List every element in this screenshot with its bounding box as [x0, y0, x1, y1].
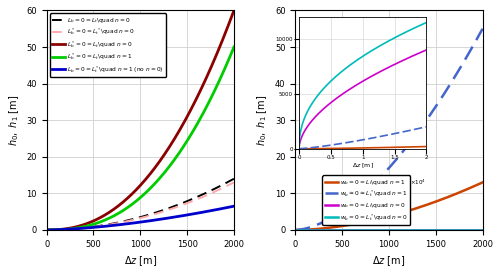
- Legend: $L_b=0=L_t$\quad $n=0$, $L_b^*=0=L_t^*$\quad $n=0$, $L_b^*=0=L_t$\quad $n=0$, $L: $L_b=0=L_t$\quad $n=0$, $L_b^*=0=L_t^*$\…: [50, 13, 166, 77]
- Y-axis label: $h_{0},\ h_{1}$ [m]: $h_{0},\ h_{1}$ [m]: [7, 95, 21, 146]
- Y-axis label: $h_{0},\ h_{1}$ [m]: $h_{0},\ h_{1}$ [m]: [256, 95, 270, 146]
- X-axis label: $\Delta z$ [m]: $\Delta z$ [m]: [372, 254, 406, 268]
- Legend: $w_b=0=L_t$\quad $n=1$, $w_b\approx0\approx L_t^*$\quad $n=1$, $w_b=0=L_t$\quad : $w_b=0=L_t$\quad $n=1$, $w_b\approx0\app…: [322, 175, 410, 225]
- X-axis label: $\Delta z$ [m]: $\Delta z$ [m]: [124, 254, 157, 268]
